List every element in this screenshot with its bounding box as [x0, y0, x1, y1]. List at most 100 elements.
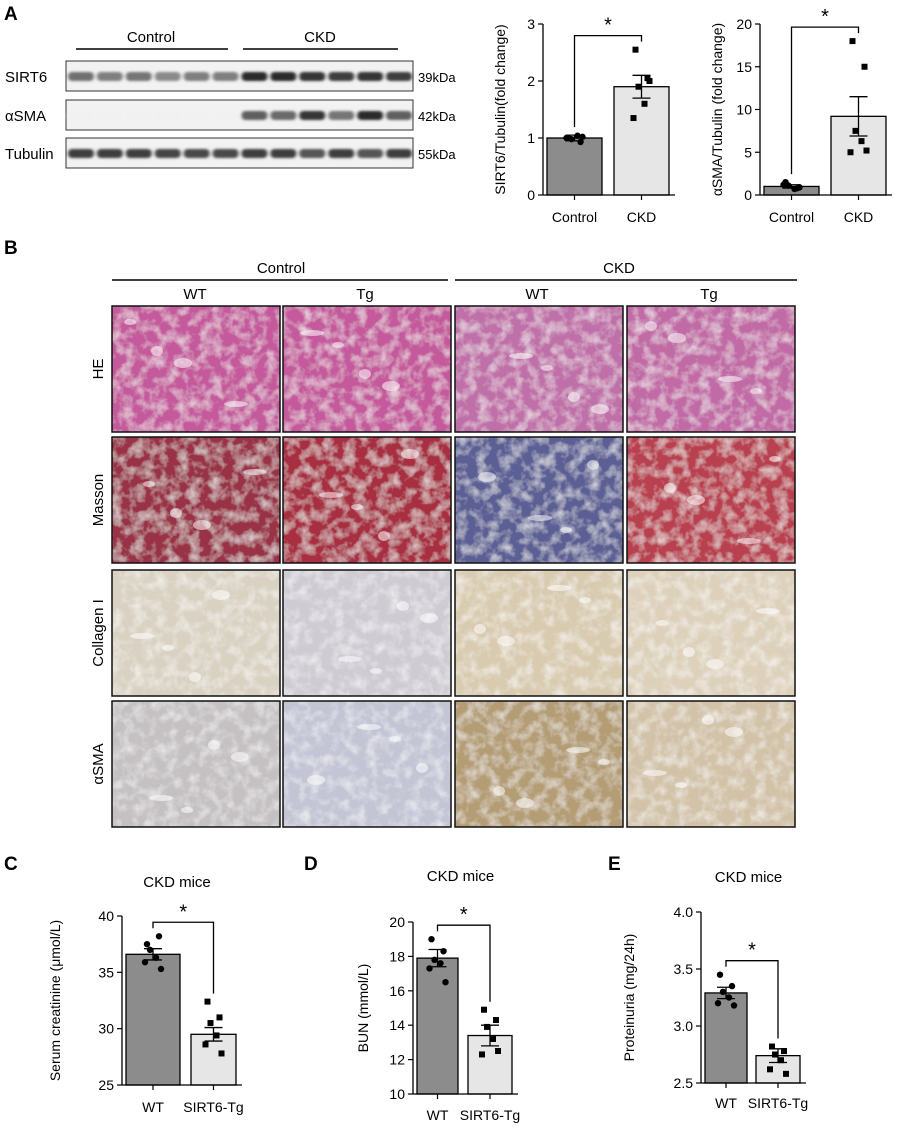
wb-band — [125, 149, 152, 158]
wb-band — [96, 149, 123, 158]
histo-frame — [111, 569, 281, 697]
wb-band — [183, 149, 210, 158]
significance-star: * — [604, 15, 612, 37]
histo-frame — [626, 305, 796, 433]
wb-strip — [65, 137, 414, 169]
histo-frame — [454, 305, 624, 433]
chart-title: CKD mice — [427, 868, 495, 885]
tissue-lumen — [591, 404, 609, 414]
data-point — [716, 971, 724, 978]
tissue-lumen — [231, 752, 249, 762]
bar-chart-3: CKD mice WT SIRT6-Tg 25 30 35 40 Serum creatini… — [47, 874, 244, 1115]
histo-image-asma-3 — [455, 701, 623, 827]
wb-band — [328, 72, 355, 81]
data-point — [725, 994, 733, 1001]
tissue-lumen — [566, 747, 590, 753]
y-tick-label: 12 — [389, 1052, 405, 1068]
tissue-lumen — [357, 724, 381, 730]
histo-frame — [626, 436, 796, 564]
wb-strip — [65, 99, 414, 131]
wb-band — [96, 111, 123, 120]
y-tick-label: 0 — [744, 187, 752, 203]
data-point — [493, 1017, 499, 1024]
tissue-lumen — [675, 782, 687, 788]
histo-col-wt-control: WT — [183, 286, 206, 303]
wb-band — [270, 149, 297, 158]
significance-star: * — [821, 6, 829, 28]
histo-image-asma-2 — [283, 701, 451, 827]
significance-star: * — [460, 904, 468, 926]
data-point — [785, 182, 792, 189]
tissue-lumen — [243, 469, 267, 475]
panel-label-e: E — [608, 854, 621, 875]
tissue-lumen — [497, 636, 515, 646]
histo-image-masson-1 — [112, 437, 280, 563]
tissue-lumen — [181, 807, 193, 813]
tissue-lumen — [541, 365, 553, 371]
y-tick-label: 16 — [389, 983, 405, 999]
histo-group-control: Control — [257, 260, 305, 277]
tissue-lumen — [478, 472, 496, 482]
bar-sirt6-tg — [190, 1033, 237, 1086]
category-label: WT — [142, 1099, 164, 1115]
tissue-lumen — [683, 647, 695, 657]
histo-image-masson-4 — [627, 437, 795, 563]
tissue-lumen — [170, 508, 182, 518]
data-point — [778, 1057, 784, 1064]
bar-chart-4: CKD mice WT SIRT6-Tg 10 12 14 16 18 20 BUN (mmol/… — [355, 868, 520, 1123]
data-point — [719, 988, 727, 995]
histo-row-label-collagen-i: Collagen I — [90, 599, 107, 667]
tissue-lumen — [151, 346, 163, 356]
data-point — [852, 127, 859, 134]
data-point — [207, 1020, 214, 1027]
tissue-lumen — [162, 645, 174, 651]
tissue-lumen — [643, 770, 667, 776]
y-tick-label: 20 — [736, 16, 752, 32]
tissue-lumen — [645, 321, 657, 331]
histo-frame — [111, 700, 281, 828]
histo-frame — [282, 700, 452, 828]
data-point — [632, 46, 639, 53]
y-tick-label: 4.0 — [674, 904, 694, 920]
y-tick-label: 30 — [98, 1021, 114, 1037]
y-tick-label: 1 — [527, 130, 535, 146]
wb-band — [241, 72, 268, 81]
category-label: Control — [552, 209, 597, 225]
tissue-lumen — [389, 736, 401, 742]
tissue-lumen — [568, 392, 580, 402]
y-tick-label: 25 — [98, 1077, 114, 1093]
wb-group-control: Control — [127, 29, 175, 46]
y-tick-label: 40 — [98, 908, 114, 924]
histo-image-he-1 — [112, 306, 280, 432]
wb-group-ckd: CKD — [304, 29, 336, 46]
histo-frame — [282, 305, 452, 433]
histo-group-ckd: CKD — [603, 260, 635, 277]
wb-band — [357, 149, 384, 158]
tissue-lumen — [706, 659, 724, 669]
wb-band — [357, 111, 384, 120]
data-point — [847, 149, 854, 156]
tissue-lumen — [509, 353, 533, 359]
y-axis-label: BUN (mmol/L) — [355, 964, 371, 1053]
bar-chart-2: Control CKD 0 5 10 15 20 αSMA/Tubulin (fold cha… — [709, 6, 892, 225]
wb-band — [96, 72, 123, 81]
bar-wt — [125, 953, 181, 1086]
wb-band — [386, 111, 412, 120]
tissue-lumen — [547, 585, 571, 591]
chart-title: CKD mice — [715, 869, 783, 886]
tissue-lumen — [493, 786, 505, 796]
wb-band — [212, 72, 239, 81]
tissue-lumen — [560, 527, 572, 533]
wb-band — [154, 72, 181, 81]
tissue-lumen — [149, 795, 173, 801]
histo-row-label-masson: Masson — [90, 474, 107, 527]
tissue-lumen — [130, 633, 154, 639]
data-point — [442, 979, 449, 986]
wb-label-asma: αSMA — [5, 108, 46, 125]
tissue-lumen — [174, 358, 192, 368]
wb-band — [241, 111, 268, 120]
histo-image-masson-2 — [283, 437, 451, 563]
data-point — [213, 1032, 220, 1039]
tissue-lumen — [212, 590, 230, 600]
